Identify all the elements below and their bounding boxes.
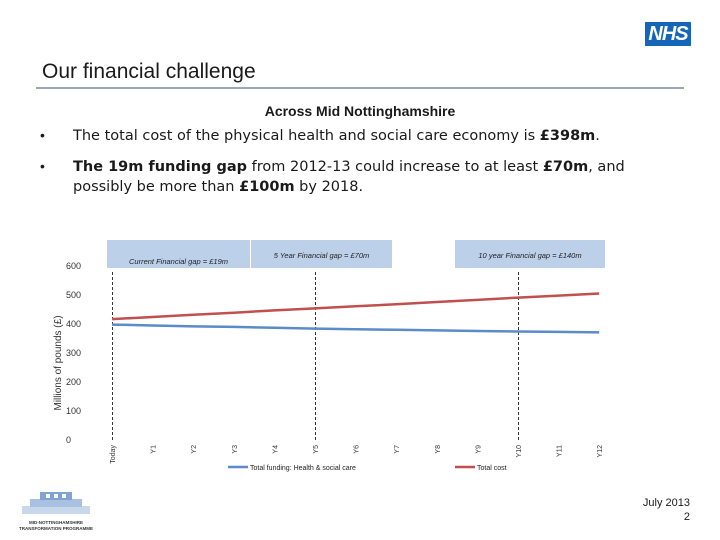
gap-annotation-label: Current Financial gap = £19m bbox=[129, 257, 228, 266]
gap-annotation-box bbox=[251, 240, 392, 268]
x-tick-label: Y4 bbox=[272, 445, 279, 454]
x-tick-label: Y8 bbox=[435, 445, 442, 454]
page-title: Our financial challenge bbox=[42, 60, 256, 83]
y-tick-label: 500 bbox=[66, 290, 81, 300]
y-tick-label: 300 bbox=[66, 348, 81, 358]
x-tick-label: Today bbox=[110, 445, 117, 464]
bullet-mark: • bbox=[40, 127, 45, 143]
nhs-logo: NHS bbox=[645, 22, 691, 46]
x-tick-label: Y1 bbox=[151, 445, 158, 454]
y-axis-label: Millions of pounds (£) bbox=[53, 315, 64, 410]
x-tick-label: Y6 bbox=[354, 445, 361, 454]
y-tick-label: 0 bbox=[66, 435, 71, 445]
x-tick-label: Y9 bbox=[475, 445, 482, 454]
page-number: 2 bbox=[683, 511, 690, 523]
x-tick-label: Y11 bbox=[557, 445, 564, 457]
x-tick-label: Y3 bbox=[232, 445, 239, 454]
y-tick-label: 400 bbox=[66, 319, 81, 329]
gap-annotation-label: 10 year Financial gap = £140m bbox=[478, 251, 581, 260]
y-tick-label: 100 bbox=[66, 406, 81, 416]
y-tick-label: 600 bbox=[66, 261, 81, 271]
title-divider bbox=[36, 87, 684, 89]
y-tick-label: 200 bbox=[66, 377, 81, 387]
x-tick-label: Y5 bbox=[313, 445, 320, 454]
legend-label: Total cost bbox=[477, 465, 507, 472]
footer-date-block: July 2013 2 bbox=[643, 496, 690, 524]
gap-annotation-box bbox=[455, 240, 605, 268]
total-cost-line bbox=[111, 292, 600, 321]
programme-logo-icon bbox=[22, 492, 90, 514]
gap-annotation-box bbox=[107, 240, 250, 268]
gap-annotation-label: 5 Year Financial gap = £70m bbox=[274, 251, 370, 260]
total-funding-line bbox=[111, 323, 600, 334]
programme-logo: MID-NOTTINGHAMSHIRE TRANSFORMATION PROGR… bbox=[14, 488, 98, 536]
footer-date: July 2013 bbox=[642, 497, 690, 509]
bullet-1-text: The total cost of the physical health an… bbox=[73, 128, 600, 144]
bullet-2-text: The 19m funding gap from 2012-13 could i… bbox=[73, 159, 625, 195]
x-tick-label: Y10 bbox=[516, 445, 523, 458]
legend-label: Total funding: Health & social care bbox=[250, 465, 356, 472]
x-tick-label: Y7 bbox=[394, 445, 401, 454]
bullet-mark: • bbox=[40, 158, 45, 174]
x-tick-label: Y12 bbox=[597, 445, 604, 458]
programme-logo-label: MID-NOTTINGHAMSHIRE TRANSFORMATION PROGR… bbox=[19, 520, 93, 531]
x-tick-label: Y2 bbox=[191, 445, 198, 454]
slide-subtitle: Across Mid Nottinghamshire bbox=[264, 103, 456, 119]
